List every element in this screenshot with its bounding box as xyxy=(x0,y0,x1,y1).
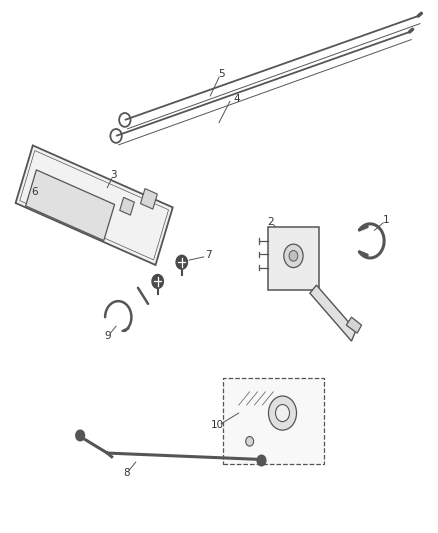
Circle shape xyxy=(289,251,298,261)
FancyBboxPatch shape xyxy=(223,378,324,464)
Text: 7: 7 xyxy=(205,251,212,260)
Text: 5: 5 xyxy=(218,69,225,78)
Polygon shape xyxy=(346,317,362,333)
Polygon shape xyxy=(310,285,356,341)
Circle shape xyxy=(152,274,163,288)
Text: 9: 9 xyxy=(104,331,111,341)
Circle shape xyxy=(276,405,290,422)
Text: 1: 1 xyxy=(383,215,390,225)
FancyBboxPatch shape xyxy=(268,227,319,290)
Polygon shape xyxy=(141,189,157,209)
Circle shape xyxy=(246,437,254,446)
Text: 6: 6 xyxy=(31,188,38,197)
Circle shape xyxy=(176,255,187,269)
Circle shape xyxy=(76,430,85,441)
Polygon shape xyxy=(25,170,115,240)
Text: 8: 8 xyxy=(123,469,130,478)
Circle shape xyxy=(284,244,303,268)
Circle shape xyxy=(268,396,297,430)
Text: 10: 10 xyxy=(211,421,224,430)
Text: 4: 4 xyxy=(233,94,240,103)
Text: 2: 2 xyxy=(267,217,274,227)
Text: 3: 3 xyxy=(110,170,117,180)
Polygon shape xyxy=(120,197,134,215)
Circle shape xyxy=(257,455,266,466)
Polygon shape xyxy=(16,146,173,265)
